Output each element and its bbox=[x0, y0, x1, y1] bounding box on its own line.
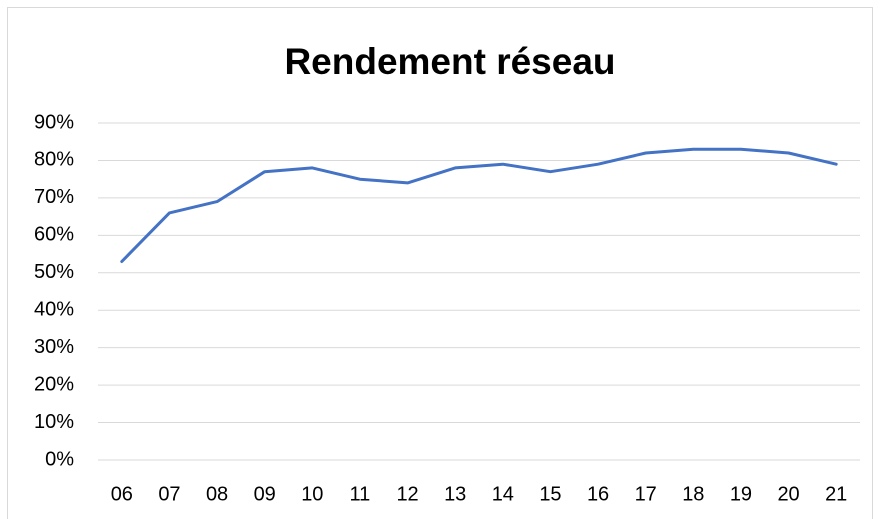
x-tick-label: 15 bbox=[539, 483, 561, 505]
x-tick-label: 06 bbox=[111, 483, 133, 505]
y-tick-label: 20% bbox=[34, 373, 74, 395]
y-tick-label: 0% bbox=[45, 448, 74, 470]
x-tick-label: 10 bbox=[301, 483, 323, 505]
y-tick-label: 50% bbox=[34, 261, 74, 283]
x-tick-label: 09 bbox=[254, 483, 276, 505]
y-tick-label: 40% bbox=[34, 299, 74, 321]
x-tick-label: 17 bbox=[635, 483, 657, 505]
x-tick-label: 16 bbox=[587, 483, 609, 505]
chart-title: Rendement réseau bbox=[284, 41, 615, 82]
x-tick-label: 11 bbox=[350, 483, 371, 505]
y-tick-label: 60% bbox=[34, 224, 74, 246]
x-tick-label: 21 bbox=[825, 483, 847, 505]
y-tick-label: 80% bbox=[34, 149, 74, 171]
y-tick-label: 30% bbox=[34, 336, 74, 358]
x-tick-label: 07 bbox=[158, 483, 180, 505]
data-line bbox=[120, 147, 838, 263]
x-tick-label: 13 bbox=[444, 483, 466, 505]
x-tick-label: 14 bbox=[492, 483, 514, 505]
y-tick-label: 10% bbox=[34, 411, 74, 433]
x-tick-label: 20 bbox=[777, 483, 799, 505]
chart-border bbox=[7, 7, 873, 519]
x-tick-label: 18 bbox=[682, 483, 704, 505]
x-tick-label: 12 bbox=[396, 483, 418, 505]
x-tick-label: 08 bbox=[206, 483, 228, 505]
y-tick-label: 70% bbox=[34, 186, 74, 208]
x-tick-label: 19 bbox=[730, 483, 752, 505]
y-tick-label: 90% bbox=[34, 111, 74, 133]
